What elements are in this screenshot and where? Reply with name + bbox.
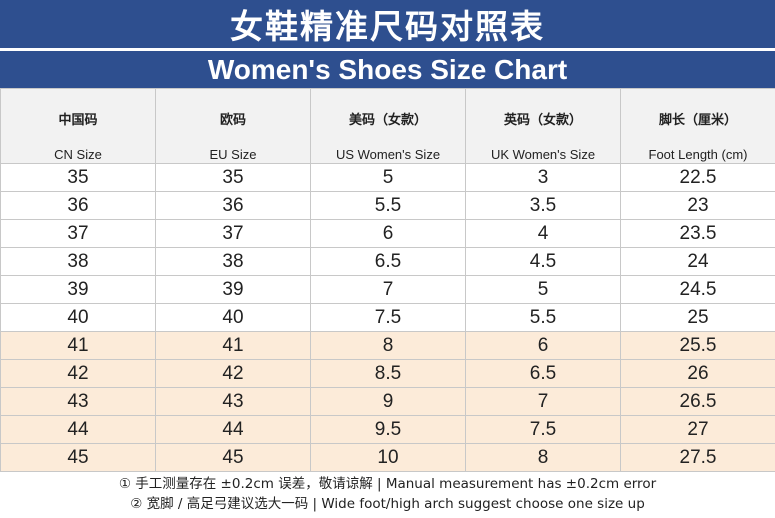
foot-length-cell: 24.5 (621, 276, 775, 304)
uk-size-cell: 7 (466, 388, 621, 416)
uk-size-cell: 7.5 (466, 416, 621, 444)
us-size-cell: 6 (311, 220, 466, 248)
column-header-cn-size: 中国码 CN Size (1, 89, 156, 164)
us-size-cell: 10 (311, 444, 466, 472)
note-wide-foot: ② 宽脚 / 高足弓建议选大一码 | Wide foot/high arch s… (0, 494, 775, 514)
cn-size-cell: 42 (1, 360, 156, 388)
foot-length-cell: 26.5 (621, 388, 775, 416)
column-header-label-cn: 脚长（厘米） (621, 109, 775, 128)
cn-size-cell: 43 (1, 388, 156, 416)
column-header-label-en: CN Size (1, 147, 155, 162)
cn-size-cell: 41 (1, 332, 156, 360)
us-size-cell: 5 (311, 164, 466, 192)
foot-length-cell: 23 (621, 192, 775, 220)
cn-size-cell: 45 (1, 444, 156, 472)
eu-size-cell: 44 (156, 416, 311, 444)
cn-size-cell: 37 (1, 220, 156, 248)
eu-size-cell: 43 (156, 388, 311, 416)
uk-size-cell: 3 (466, 164, 621, 192)
uk-size-cell: 4.5 (466, 248, 621, 276)
cn-size-cell: 40 (1, 304, 156, 332)
uk-size-cell: 4 (466, 220, 621, 248)
eu-size-cell: 40 (156, 304, 311, 332)
column-header-uk-size: 英码（女款） UK Women's Size (466, 89, 621, 164)
us-size-cell: 7 (311, 276, 466, 304)
us-size-cell: 8.5 (311, 360, 466, 388)
notes-section: ① 手工测量存在 ±0.2cm 误差，敬请谅解 | Manual measure… (0, 472, 775, 518)
cn-size-cell: 38 (1, 248, 156, 276)
foot-length-cell: 25.5 (621, 332, 775, 360)
eu-size-cell: 37 (156, 220, 311, 248)
column-header-label-cn: 美码（女款） (311, 109, 465, 128)
foot-length-cell: 24 (621, 248, 775, 276)
us-size-cell: 6.5 (311, 248, 466, 276)
cn-size-cell: 35 (1, 164, 156, 192)
cn-size-cell: 44 (1, 416, 156, 444)
eu-size-cell: 35 (156, 164, 311, 192)
table-header-row: 中国码 CN Size 欧码 EU Size 美码（女款） US Women's… (1, 89, 775, 164)
foot-length-cell: 22.5 (621, 164, 775, 192)
eu-size-cell: 45 (156, 444, 311, 472)
us-size-cell: 7.5 (311, 304, 466, 332)
column-header-us-size: 美码（女款） US Women's Size (311, 89, 466, 164)
column-header-eu-size: 欧码 EU Size (156, 89, 311, 164)
column-header-label-cn: 英码（女款） (466, 109, 620, 128)
uk-size-cell: 5 (466, 276, 621, 304)
foot-length-cell: 27 (621, 416, 775, 444)
uk-size-cell: 5.5 (466, 304, 621, 332)
uk-size-cell: 3.5 (466, 192, 621, 220)
chart-title-cn: 女鞋精准尺码对照表 (0, 0, 775, 48)
cn-size-cell: 36 (1, 192, 156, 220)
uk-size-cell: 8 (466, 444, 621, 472)
us-size-cell: 5.5 (311, 192, 466, 220)
foot-length-cell: 26 (621, 360, 775, 388)
us-size-cell: 8 (311, 332, 466, 360)
chart-title-en: Women's Shoes Size Chart (0, 51, 775, 88)
column-header-foot-length: 脚长（厘米） Foot Length (cm) (621, 89, 775, 164)
eu-size-cell: 36 (156, 192, 311, 220)
size-table: 中国码 CN Size 欧码 EU Size 美码（女款） US Women's… (0, 88, 775, 472)
uk-size-cell: 6.5 (466, 360, 621, 388)
column-header-label-en: UK Women's Size (466, 147, 620, 162)
column-header-label-en: EU Size (156, 147, 310, 162)
note-measurement-error: ① 手工测量存在 ±0.2cm 误差，敬请谅解 | Manual measure… (0, 474, 775, 494)
eu-size-cell: 38 (156, 248, 311, 276)
column-header-label-cn: 中国码 (1, 109, 155, 128)
foot-length-cell: 25 (621, 304, 775, 332)
column-header-label-en: US Women's Size (311, 147, 465, 162)
foot-length-cell: 27.5 (621, 444, 775, 472)
us-size-cell: 9 (311, 388, 466, 416)
eu-size-cell: 41 (156, 332, 311, 360)
eu-size-cell: 39 (156, 276, 311, 304)
column-header-label-en: Foot Length (cm) (621, 147, 775, 162)
uk-size-cell: 6 (466, 332, 621, 360)
eu-size-cell: 42 (156, 360, 311, 388)
us-size-cell: 9.5 (311, 416, 466, 444)
column-header-label-cn: 欧码 (156, 109, 310, 128)
cn-size-cell: 39 (1, 276, 156, 304)
foot-length-cell: 23.5 (621, 220, 775, 248)
